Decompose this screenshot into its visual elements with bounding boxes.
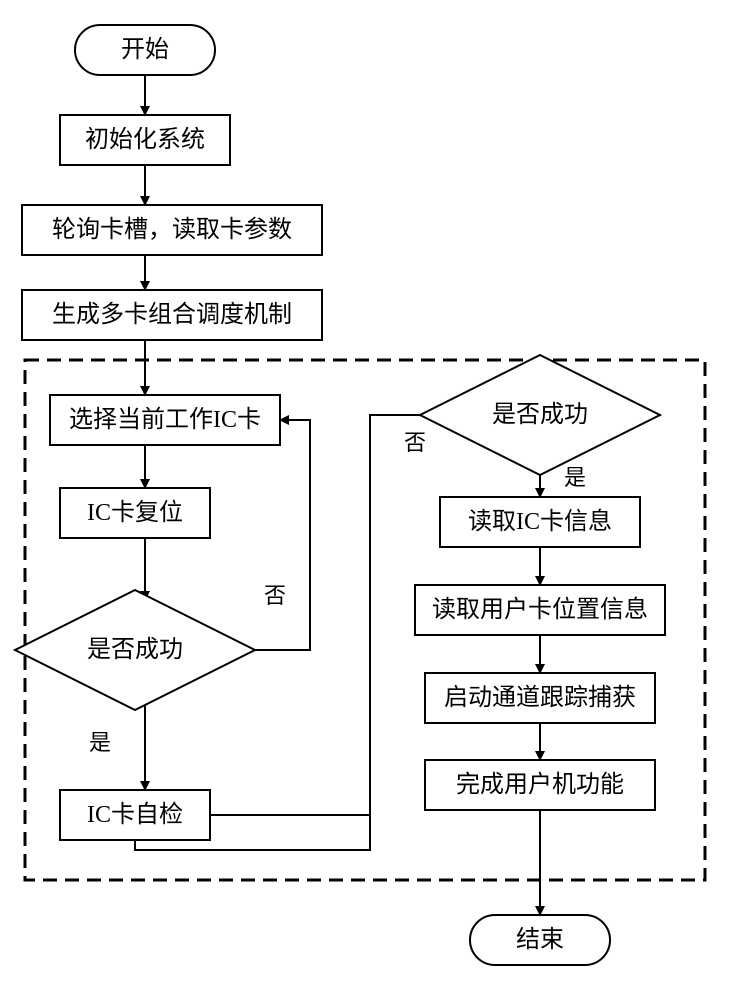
node-end: 结束 xyxy=(470,915,610,965)
node-readpos: 读取用户卡位置信息 xyxy=(415,585,665,635)
node-label: 启动通道跟踪捕获 xyxy=(444,684,636,711)
node-track: 启动通道跟踪捕获 xyxy=(425,673,655,723)
nodes-group: 开始初始化系统轮询卡槽，读取卡参数生成多卡组合调度机制选择当前工作IC卡 IC卡复… xyxy=(15,25,665,965)
edge-label: 是 xyxy=(564,465,586,490)
node-label: 初始化系统 xyxy=(85,126,205,153)
node-label: 是否成功 xyxy=(492,401,588,428)
node-label: 轮询卡槽，读取卡参数 xyxy=(52,216,292,243)
edge-label: 否 xyxy=(404,430,426,455)
node-poll: 轮询卡槽，读取卡参数 xyxy=(22,205,322,255)
node-done: 完成用户机功能 xyxy=(425,760,655,810)
node-reset: IC卡复位 xyxy=(60,488,210,538)
node-label: 结束 xyxy=(516,926,564,953)
node-label: 生成多卡组合调度机制 xyxy=(52,301,292,328)
node-succ2: 是否成功 xyxy=(420,355,660,475)
node-label: IC卡自检 xyxy=(87,801,183,828)
edge-label: 否 xyxy=(264,583,286,608)
edge-label: 是 xyxy=(89,730,111,755)
node-label: 选择当前工作IC卡 xyxy=(69,406,261,433)
node-label: 完成用户机功能 xyxy=(456,771,624,798)
node-gen: 生成多卡组合调度机制 xyxy=(22,290,322,340)
node-start: 开始 xyxy=(75,25,215,75)
node-init: 初始化系统 xyxy=(60,115,230,165)
node-label: 读取IC卡信息 xyxy=(468,508,612,535)
edge-selfchk-succ2 xyxy=(210,415,438,815)
node-label: 是否成功 xyxy=(87,636,183,663)
edge-succ1-select xyxy=(248,420,310,650)
node-readic: 读取IC卡信息 xyxy=(440,497,640,547)
node-label: IC卡复位 xyxy=(87,499,183,526)
node-select: 选择当前工作IC卡 xyxy=(50,395,280,445)
node-succ1: 是否成功 xyxy=(15,590,255,710)
node-label: 读取用户卡位置信息 xyxy=(432,596,648,623)
node-label: 开始 xyxy=(121,36,169,63)
node-selfchk: IC卡自检 xyxy=(60,790,210,840)
